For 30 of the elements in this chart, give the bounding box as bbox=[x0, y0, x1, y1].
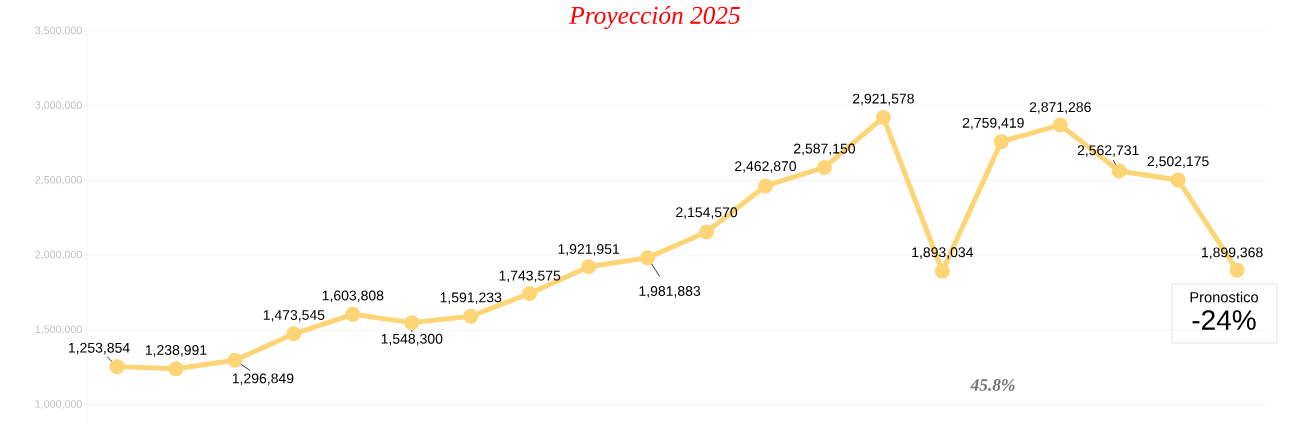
annotation: -24% bbox=[1192, 310, 1256, 330]
data-label: 2,759,419 bbox=[962, 117, 1024, 130]
data-label: 1,743,575 bbox=[499, 270, 561, 283]
data-label: 2,502,175 bbox=[1147, 156, 1209, 168]
data-label: 1,899,368 bbox=[1202, 247, 1263, 259]
annotation: Pronostico bbox=[1190, 291, 1259, 303]
data-label: 1,253,854 bbox=[68, 342, 130, 355]
data-label: 2,871,286 bbox=[1029, 102, 1091, 114]
data-label: 1,981,883 bbox=[639, 286, 701, 298]
annotation: 45.8% bbox=[970, 379, 1015, 391]
data-label: 1,238,991 bbox=[145, 345, 207, 357]
data-label: 1,921,951 bbox=[558, 244, 620, 256]
data-label: 1,473,545 bbox=[263, 310, 325, 322]
y-tick-label: 2,000,000 bbox=[35, 250, 82, 260]
data-label: 1,591,233 bbox=[440, 292, 502, 304]
y-tick-label: 1,500,000 bbox=[35, 325, 82, 335]
data-label: 1,296,849 bbox=[232, 373, 294, 385]
data-label: 1,548,300 bbox=[381, 333, 443, 346]
data-label: 1,893,034 bbox=[912, 247, 974, 259]
y-tick-label: 3,500,000 bbox=[35, 26, 82, 36]
data-label: 1,603,808 bbox=[322, 290, 384, 303]
data-label: 2,921,578 bbox=[852, 93, 914, 106]
data-label: 2,154,570 bbox=[676, 207, 738, 219]
data-label: 2,562,731 bbox=[1077, 145, 1139, 157]
data-label: 2,462,870 bbox=[735, 161, 797, 173]
data-label: 2,587,150 bbox=[794, 143, 856, 156]
chart-title: Proyección 2025 bbox=[569, 6, 740, 30]
y-tick-label: 3,000,000 bbox=[35, 101, 82, 111]
y-tick-label: 1,000,000 bbox=[35, 400, 82, 409]
y-tick-label: 2,500,000 bbox=[35, 176, 82, 185]
